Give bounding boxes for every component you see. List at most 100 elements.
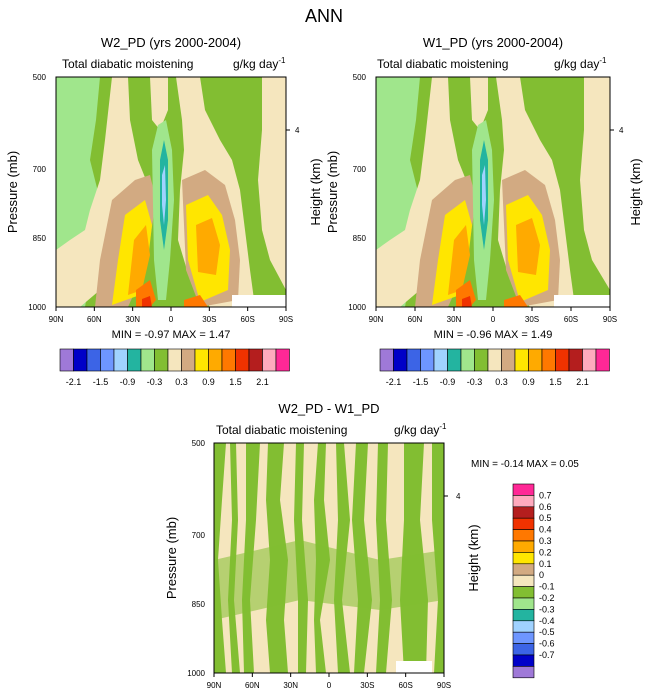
panel-c-x-tick-label: 90S <box>437 681 451 690</box>
panel-a-colorbar-label: -1.5 <box>93 377 109 387</box>
panel-w1-pd: W1_PD (yrs 2000-2004) Total diabatic moi… <box>325 35 643 387</box>
panel-c-colorbar-label: -0.4 <box>539 616 555 626</box>
panel-b-colorbar-swatch <box>528 348 543 372</box>
panel-c-ylabel: Pressure (mb) <box>164 517 179 599</box>
panel-c-colorbar-label: 0.2 <box>539 547 552 557</box>
panel-c-colorbar-swatch <box>512 609 535 622</box>
panel-a-x-tick-label: 60S <box>241 315 255 324</box>
panel-c-right-tick-4: 4 <box>456 492 461 501</box>
panel-b-x-tick-label: 60S <box>564 315 578 324</box>
panel-a-colorbar-swatch <box>262 348 277 372</box>
panel-b-colorbar-label: 2.1 <box>576 377 589 387</box>
panel-b-colorbar-label: -2.1 <box>386 377 402 387</box>
panel-a-x-tick-label: 60N <box>87 315 102 324</box>
panel-b-colorbar-swatch <box>487 348 502 372</box>
panel-a-x-tick-label: 90N <box>49 315 64 324</box>
panel-a-colorbar-swatch <box>154 348 169 372</box>
panel-a-colorbar: -2.1 -1.5 -0.9 -0.3 0.3 0.9 1.5 2.1 <box>59 348 290 387</box>
panel-b-ylabel: Pressure (mb) <box>325 151 340 233</box>
panel-c-colorbar-label: -0.7 <box>539 650 555 660</box>
panel-b-colorbar-swatch <box>501 348 516 372</box>
panel-c-x-tick-label: 60S <box>399 681 413 690</box>
panel-a-plot-area <box>56 77 286 307</box>
panel-b-colorbar-swatch <box>406 348 421 372</box>
panel-a-colorbar-label: -2.1 <box>66 377 82 387</box>
panel-a-x-ticks: 90N 60N 30N 0 30S 60S 90S <box>49 307 293 324</box>
panel-c-units: g/kg day-1 <box>394 422 447 437</box>
panel-difference: W2_PD - W1_PD Total diabatic moistening … <box>164 401 579 690</box>
panel-b-colorbar-label: -0.9 <box>440 377 456 387</box>
panel-c-colorbar-swatch <box>512 597 535 610</box>
panel-b-x-tick-label: 90N <box>369 315 384 324</box>
panel-c-plot-area <box>214 443 444 673</box>
panel-b-colorbar-label: 0.3 <box>495 377 508 387</box>
panel-a-x-tick-label: 90S <box>279 315 293 324</box>
panel-c-colorbar-label: -0.2 <box>539 593 555 603</box>
panel-b-x-tick-label: 90S <box>603 315 617 324</box>
panel-a-colorbar-label: 0.3 <box>175 377 188 387</box>
panel-c-colorbar-swatch <box>512 506 535 519</box>
panel-a-y-tick-850: 850 <box>33 234 47 243</box>
panel-c-subtitle: Total diabatic moistening <box>216 423 347 437</box>
panel-a-colorbar-swatch <box>248 348 263 372</box>
panel-a-colorbar-swatch <box>140 348 155 372</box>
panel-a-colorbar-label: 1.5 <box>229 377 242 387</box>
panel-c-colorbar-label: -0.1 <box>539 582 555 592</box>
panel-c-ylabel-right: Height (km) <box>466 524 481 591</box>
panel-c-colorbar-swatch <box>512 643 535 656</box>
panel-a-colorbar-label: -0.3 <box>147 377 163 387</box>
panel-b-y-tick-1000: 1000 <box>348 303 366 312</box>
panel-c-x-tick-label: 60N <box>245 681 260 690</box>
panel-c-colorbar-swatch <box>512 574 535 587</box>
panel-a-y-tick-1000: 1000 <box>28 303 46 312</box>
panel-a-ylabel-right: Height (km) <box>308 158 323 225</box>
panel-c-colorbar: 0.70.60.50.40.30.20.10-0.1-0.2-0.3-0.4-0… <box>512 483 555 679</box>
panel-b-colorbar-swatch <box>541 348 556 372</box>
panel-a-x-tick-label: 30N <box>125 315 140 324</box>
panel-b-x-tick-label: 30S <box>525 315 539 324</box>
panel-b-colorbar-swatch <box>595 348 610 372</box>
panel-c-colorbar-label: -0.6 <box>539 639 555 649</box>
panel-b-colorbar-swatch <box>514 348 529 372</box>
panel-c-colorbar-label: 0.5 <box>539 513 552 523</box>
panel-c-colorbar-label: -0.5 <box>539 627 555 637</box>
panel-a-colorbar-swatch <box>221 348 236 372</box>
panel-c-x-tick-label: 30S <box>360 681 374 690</box>
panel-c-colorbar-label: 0.4 <box>539 525 552 535</box>
panel-c-x-ticks: 90N 60N 30N 0 30S 60S 90S <box>207 673 451 690</box>
panel-a-right-tick-4: 4 <box>295 126 300 135</box>
panel-a-colorbar-swatch <box>275 348 290 372</box>
panel-c-colorbar-swatch <box>512 495 535 508</box>
panel-c-colorbar-swatch <box>512 586 535 599</box>
panel-c-colorbar-swatch <box>512 654 535 667</box>
panel-c-colorbar-swatch <box>512 552 535 565</box>
panel-w2-pd: W2_PD (yrs 2000-2004) Total diabatic moi… <box>5 35 323 387</box>
panel-a-x-tick-label: 0 <box>169 315 174 324</box>
panel-c-x-tick-label: 90N <box>207 681 222 690</box>
panel-b-x-tick-label: 0 <box>491 315 496 324</box>
panel-a-colorbar-swatch <box>127 348 142 372</box>
panel-a-colorbar-swatch <box>235 348 250 372</box>
panel-a-colorbar-swatch <box>59 348 74 372</box>
panel-a-colorbar-swatch <box>86 348 101 372</box>
panel-b-colorbar-label: -1.5 <box>413 377 429 387</box>
panel-a-x-tick-label: 30S <box>202 315 216 324</box>
panel-c-colorbar-swatch <box>512 620 535 633</box>
panel-b-x-tick-label: 60N <box>408 315 423 324</box>
panel-a-ylabel: Pressure (mb) <box>5 151 20 233</box>
panel-a-colorbar-swatch <box>181 348 196 372</box>
panel-a-colorbar-swatch <box>73 348 88 372</box>
panel-a-subtitle: Total diabatic moistening <box>62 57 193 71</box>
panel-b-colorbar-swatch <box>474 348 489 372</box>
panel-c-colorbar-label: 0.7 <box>539 490 552 500</box>
panel-c-colorbar-swatch <box>512 540 535 553</box>
panel-b-colorbar-swatch <box>420 348 435 372</box>
panel-a-colorbar-swatch <box>113 348 128 372</box>
panel-c-colorbar-swatch <box>512 517 535 530</box>
panel-c-stats: MIN = -0.14 MAX = 0.05 <box>471 459 579 470</box>
panel-b-colorbar-swatch <box>393 348 408 372</box>
panel-a-colorbar-label: 0.9 <box>202 377 215 387</box>
panel-a-colorbar-swatch <box>100 348 115 372</box>
panel-b-subtitle: Total diabatic moistening <box>377 57 508 71</box>
panel-c-colorbar-swatch <box>512 631 535 644</box>
